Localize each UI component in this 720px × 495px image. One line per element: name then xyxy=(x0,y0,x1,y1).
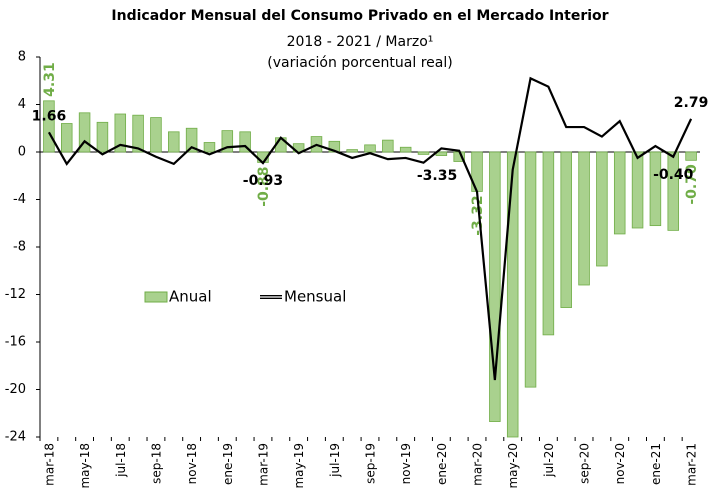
bar xyxy=(132,114,144,153)
data-label: -0.70 xyxy=(684,164,700,205)
bar xyxy=(114,113,127,153)
x-tick-label: sep-20 xyxy=(578,443,592,484)
bar xyxy=(596,151,608,267)
bar xyxy=(221,130,234,153)
legend-label: Mensual xyxy=(284,288,346,306)
bar xyxy=(417,151,430,155)
x-tick-label: may-19 xyxy=(292,443,306,489)
y-tick-label: -4 xyxy=(13,192,26,207)
x-tick-label: ene-20 xyxy=(435,443,449,485)
bar xyxy=(506,151,519,438)
data-label: 2.79 xyxy=(674,95,709,111)
x-tick-label: jul-18 xyxy=(114,443,128,478)
data-label: -0.40 xyxy=(653,167,694,183)
x-tick-label: jul-20 xyxy=(542,443,556,478)
bar xyxy=(328,140,341,153)
data-label: -0.93 xyxy=(243,173,283,189)
y-tick-label: -8 xyxy=(13,240,26,255)
data-label: -3.32 xyxy=(470,195,486,235)
bar xyxy=(399,146,412,153)
bar xyxy=(667,151,679,231)
bar xyxy=(382,139,394,153)
y-tick-label: 4 xyxy=(18,97,26,112)
chart-subtitle: (variación porcentual real) xyxy=(267,55,452,71)
bar xyxy=(489,151,501,422)
data-label: -3.35 xyxy=(417,168,457,184)
x-tick-label: nov-18 xyxy=(185,443,199,484)
y-tick-label: -20 xyxy=(5,382,26,397)
bar xyxy=(43,100,55,153)
line xyxy=(47,76,693,381)
bar xyxy=(685,151,697,161)
bar xyxy=(524,151,537,388)
bar xyxy=(61,123,73,153)
bar xyxy=(150,117,162,153)
y-tick-label: 8 xyxy=(18,50,26,65)
x-tick-label: sep-19 xyxy=(364,443,378,484)
bar xyxy=(560,151,572,308)
bar xyxy=(203,142,216,153)
y-tick-label: 0 xyxy=(18,145,26,160)
bar xyxy=(578,151,590,286)
legend-label: Anual xyxy=(169,288,212,306)
bar xyxy=(542,151,555,336)
bar xyxy=(96,121,109,153)
x-tick-label: may-18 xyxy=(78,443,92,489)
x-tick-label: ene-21 xyxy=(649,443,663,485)
y-tick-label: -16 xyxy=(5,335,26,350)
bar xyxy=(613,151,626,235)
bar xyxy=(185,127,198,153)
chart-title: Indicador Mensual del Consumo Privado en… xyxy=(111,8,608,24)
x-tick-label: nov-19 xyxy=(399,443,413,484)
bar xyxy=(631,151,644,229)
bar xyxy=(168,131,180,153)
data-label: -0.88 xyxy=(256,166,272,206)
bar xyxy=(364,144,376,153)
x-tick-label: sep-18 xyxy=(149,443,163,484)
y-tick-label: -24 xyxy=(5,430,26,445)
bar xyxy=(649,151,662,227)
x-tick-label: may-20 xyxy=(506,443,520,489)
data-label: 1.66 xyxy=(32,108,67,124)
x-tick-label: nov-20 xyxy=(613,443,627,484)
x-tick-label: jul-19 xyxy=(328,443,342,478)
x-tick-label: mar-21 xyxy=(685,443,699,486)
legend-swatch xyxy=(144,291,168,303)
chart-subtitle: 2018 - 2021 / Marzo¹ xyxy=(287,34,434,50)
data-label: 4.31 xyxy=(42,62,58,97)
bar xyxy=(78,112,91,153)
x-tick-label: mar-19 xyxy=(256,443,270,486)
x-tick-label: mar-18 xyxy=(42,443,56,486)
bar xyxy=(346,149,358,153)
y-tick-label: -12 xyxy=(5,287,26,302)
bar xyxy=(239,131,251,153)
x-tick-label: mar-20 xyxy=(471,443,485,486)
x-tick-label: ene-19 xyxy=(221,443,235,485)
